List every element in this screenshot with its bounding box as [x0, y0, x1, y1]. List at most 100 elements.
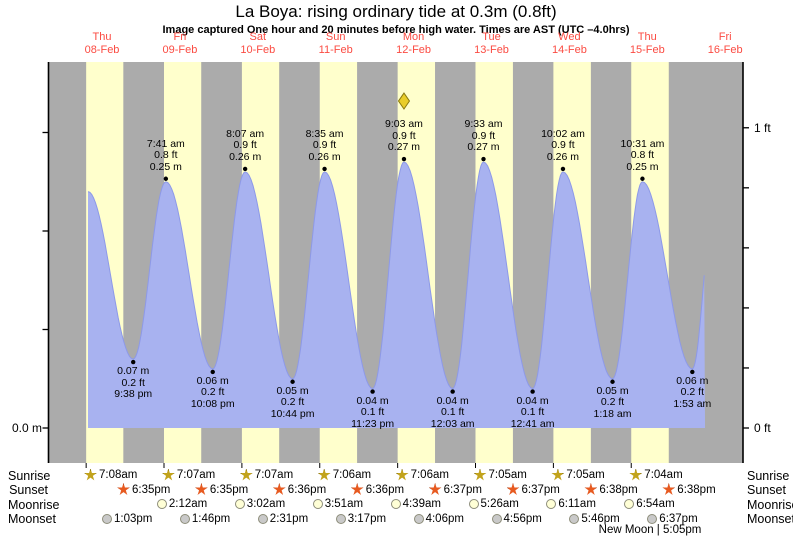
day-date: 09-Feb: [162, 44, 198, 56]
moonrise-entry: 6:54am: [624, 497, 675, 511]
low-tide-dot: [290, 379, 295, 384]
tide-curve: [87, 161, 705, 390]
high-tide-label-line: 10:02 am: [541, 127, 585, 140]
high-tide-label-line: 0.26 m: [546, 150, 579, 163]
day-of-week: Wed: [558, 31, 581, 43]
moonrise-moon-icon: [234, 499, 245, 509]
moonset-time: 1:46pm: [191, 512, 231, 525]
sunrise-time: 7:06am: [332, 469, 372, 481]
low-tide-dot: [210, 369, 215, 375]
day-label: Fri 16-Feb: [708, 31, 743, 57]
sunset-entry: 6:35pm: [117, 483, 170, 497]
sunrise-star-icon: [162, 468, 175, 481]
sunset-star-icon: [506, 483, 520, 495]
sunrise-time: 7:05am: [566, 469, 605, 481]
sunrise-entry: 7:05am: [473, 468, 527, 482]
moonrise-entry: 6:11am: [546, 497, 596, 511]
y-axis-right-label: 1 ft: [754, 120, 771, 135]
day-label: Mon 12-Feb: [396, 31, 431, 57]
high-tide-label-line: 9:33 am: [464, 118, 503, 131]
sunrise-star-icon: [84, 468, 97, 481]
sunset-time: 6:35pm: [209, 483, 249, 496]
sunset-entry: 6:37pm: [428, 483, 482, 497]
sunset-entry: 6:36pm: [273, 483, 326, 497]
sunrise-time: 7:08am: [99, 469, 138, 481]
day-date: 14-Feb: [551, 44, 587, 56]
y-axis-right-label: 0 ft: [754, 421, 771, 435]
moonrise-entry: 5:26am: [468, 497, 519, 511]
y-axis-left-label: 0.0 m: [11, 421, 42, 435]
day-label: Sun 11-Feb: [319, 31, 353, 57]
sunset-entry: 6:38pm: [584, 483, 638, 497]
sunset-row-label-left: Sunset: [9, 483, 48, 497]
low-tide-dot: [450, 389, 455, 394]
high-tide-dot: [560, 166, 566, 172]
day-of-week: Fri: [718, 31, 732, 43]
moon-phase-annotation: New Moon | 5:05pm: [598, 524, 702, 536]
moonset-entry: 3:17pm: [335, 512, 387, 526]
day-label: Sat 10-Feb: [240, 31, 275, 57]
moonset-entry: 4:56pm: [491, 512, 542, 526]
high-tide-label: 10:02 am 0.9 ft 0.26 m: [541, 127, 585, 164]
moonrise-moon-icon: [468, 499, 479, 509]
sunset-star-icon: [273, 483, 286, 495]
sunset-star-icon: [662, 483, 676, 495]
low-tide-label-line: 0.1 ft: [360, 406, 385, 419]
moonrise-entry: 2:12am: [156, 497, 207, 511]
moonset-time: 1:03pm: [114, 512, 153, 525]
moonset-time: 5:46pm: [581, 512, 620, 525]
sunset-entry: 6:37pm: [506, 483, 560, 497]
day-date: 15-Feb: [629, 44, 665, 56]
chart-subtitle: Image captured One hour and 20 minutes b…: [162, 24, 630, 36]
low-tide-dot: [131, 359, 136, 365]
low-tide-label: 0.05 m 0.2 ft 10:44 pm: [270, 384, 315, 421]
high-tide-dot: [322, 166, 327, 172]
low-tide-label-line: 12:41 am: [510, 417, 555, 430]
low-tide-label: 0.07 m 0.2 ft 9:38 pm: [114, 366, 152, 401]
sunrise-row-label-left: Sunrise: [8, 468, 51, 483]
day-date: 12-Feb: [396, 44, 432, 56]
sunrise-star-icon: [551, 468, 565, 481]
low-tide-label-line: 0.05 m: [276, 384, 309, 397]
day-date: 08-Feb: [84, 44, 120, 56]
high-tide-label-line: 0.8 ft: [154, 149, 178, 162]
high-tide-label-line: 0.25 m: [626, 160, 659, 173]
sunset-star-icon: [117, 483, 130, 495]
moonrise-entry: 3:02am: [234, 497, 285, 511]
moonrise-row-label-left: Moonrise: [8, 497, 60, 512]
low-tide-label: 0.06 m 0.2 ft 10:08 pm: [191, 375, 235, 411]
moonset-time: 2:31pm: [269, 512, 309, 525]
sunset-entry: 6:38pm: [662, 483, 716, 497]
high-tide-label-line: 0.26 m: [308, 150, 341, 163]
low-tide-dot: [370, 389, 375, 394]
day-of-week: Tue: [482, 31, 501, 43]
moonrise-time: 6:54am: [636, 498, 675, 510]
high-tide-label-line: 0.9 ft: [471, 129, 496, 142]
low-tide-dot: [530, 389, 535, 394]
sunrise-star-icon: [395, 468, 409, 481]
chart-title: La Boya: rising ordinary tide at 0.3m (0…: [235, 2, 557, 21]
sunrise-star-icon: [317, 468, 331, 481]
high-tide-dot: [481, 156, 486, 162]
sunrise-time: 7:07am: [176, 469, 216, 481]
moonset-time: 3:17pm: [347, 512, 387, 525]
day-of-week: Thu: [92, 31, 112, 43]
low-tide-label-line: 10:44 pm: [270, 407, 315, 420]
low-tide-label-line: 11:23 pm: [351, 417, 395, 430]
moonrise-row-label-right: Moonrise: [747, 497, 793, 512]
sunset-time: 6:38pm: [599, 483, 638, 496]
sunset-time: 6:35pm: [132, 483, 171, 496]
low-tide-label-line: 9:38 pm: [114, 388, 153, 401]
high-tide-label-line: 0.9 ft: [551, 139, 575, 152]
moonrise-moon-icon: [390, 499, 401, 509]
moonset-moon-icon: [413, 513, 424, 524]
day-label: Tue 13-Feb: [474, 31, 509, 57]
moonset-entry: 1:03pm: [102, 512, 152, 526]
sunrise-entry: 7:07am: [240, 468, 293, 482]
moonset-moon-icon: [179, 513, 190, 524]
sunrise-entry: 7:08am: [84, 468, 137, 482]
high-tide-label-line: 7:41 am: [146, 137, 185, 150]
day-of-week: Mon: [402, 31, 425, 43]
high-tide-label: 9:33 am 0.9 ft 0.27 m: [465, 119, 503, 154]
moonset-moon-icon: [647, 513, 658, 524]
